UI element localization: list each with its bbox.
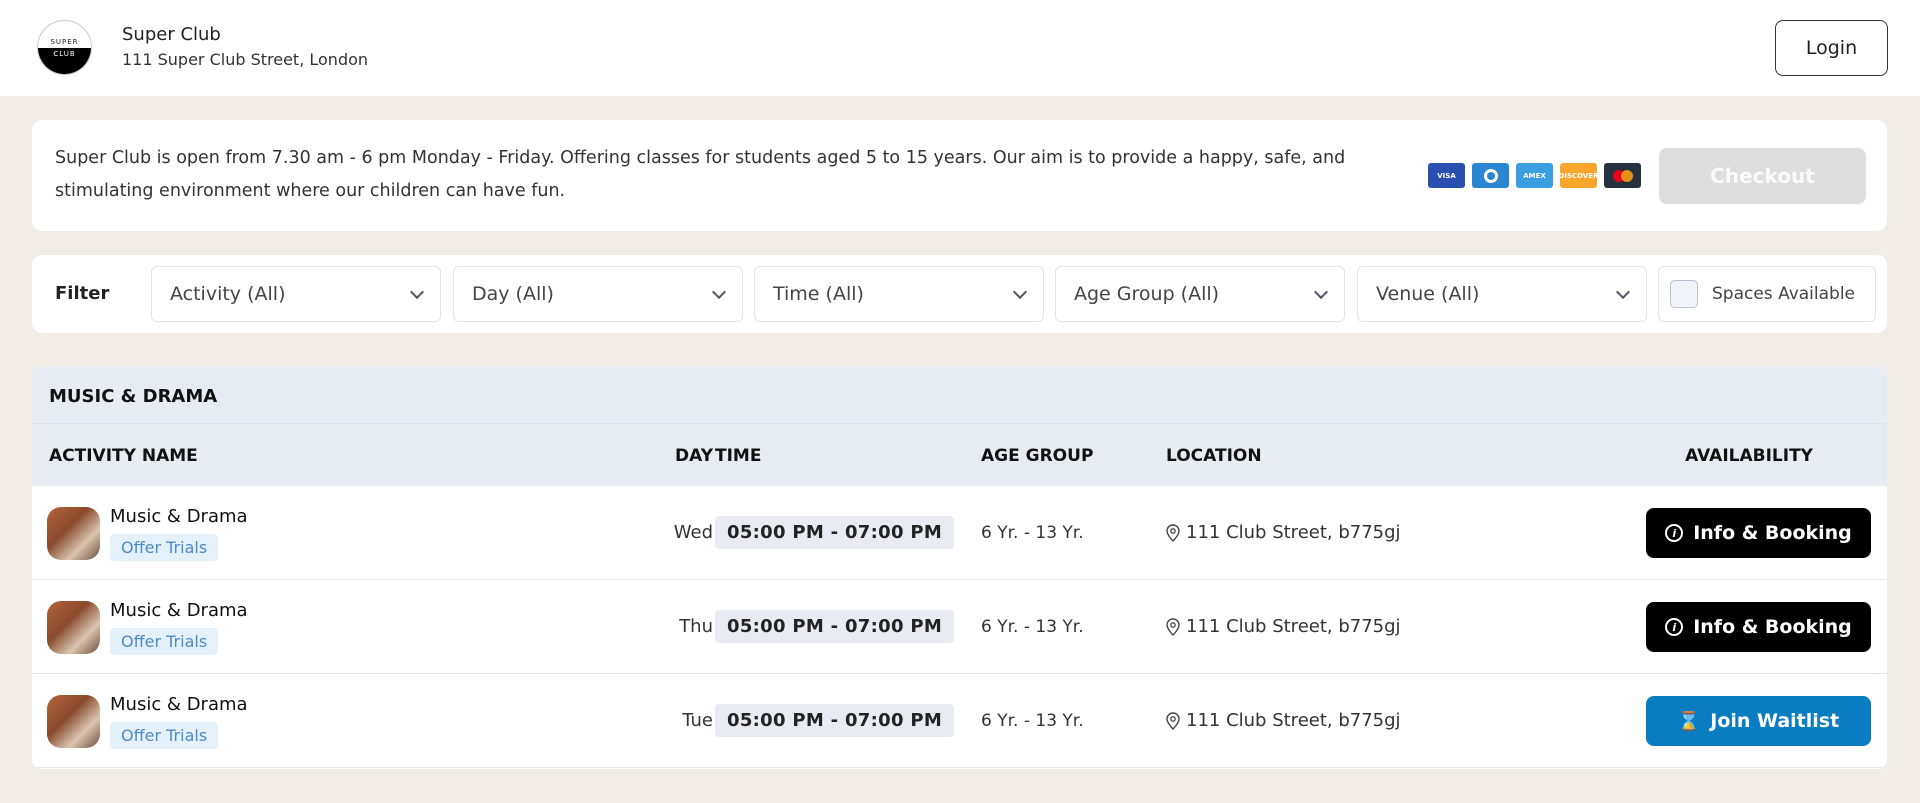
time: 05:00 PM - 07:00 PM [715,516,955,549]
table-header: ACTIVITY NAME DAY TIME AGE GROUP LOCATIO… [32,424,1887,486]
login-button[interactable]: Login [1775,20,1888,76]
checkout-button[interactable]: Checkout [1659,148,1866,204]
location-pin-icon [1166,617,1180,636]
age-group: 6 Yr. - 13 Yr. [981,617,1084,637]
chevron-down-icon [1313,284,1329,300]
chevron-down-icon [1012,284,1028,300]
activity-name: Music & Drama [110,600,248,621]
day: Thu [679,616,713,637]
select-value: Time (All) [773,283,864,305]
chevron-down-icon [409,284,425,300]
button-label: Info & Booking [1693,522,1852,544]
col-location: LOCATION [1166,446,1262,466]
time: 05:00 PM - 07:00 PM [715,704,955,737]
location-pin-icon [1166,711,1180,730]
filter-select[interactable]: Day (All) [453,266,743,322]
club-description: Super Club is open from 7.30 am - 6 pm M… [55,148,1346,201]
club-address: 111 Super Club Street, London [122,50,369,69]
table-row: Music & Drama Offer Trials Thu 05:00 PM … [32,580,1887,674]
offer-trials-badge: Offer Trials [110,628,219,655]
header: SUPER CLUB Super Club 111 Super Club Str… [0,0,1920,96]
activity-thumbnail [47,695,100,748]
location: 111 Club Street, b775gj [1166,710,1401,731]
select-value: Activity (All) [170,283,286,305]
col-availability: AVAILABILITY [1685,446,1813,466]
filter-select[interactable]: Age Group (All) [1055,266,1345,322]
select-value: Day (All) [472,283,554,305]
card-amex-icon: AMEX [1516,163,1553,188]
location: 111 Club Street, b775gj [1166,522,1401,543]
filter-select[interactable]: Time (All) [754,266,1044,322]
location-text: 111 Club Street, b775gj [1186,616,1401,637]
table-row: Music & Drama Offer Trials Tue 05:00 PM … [32,674,1887,768]
time: 05:00 PM - 07:00 PM [715,610,955,643]
card-diners-icon [1472,163,1509,188]
activity-name: Music & Drama [110,694,248,715]
section-title: MUSIC & DRAMA [32,366,1887,424]
filter-select[interactable]: Activity (All) [151,266,441,322]
select-value: Venue (All) [1376,283,1480,305]
hourglass-icon: ⌛ [1677,710,1701,732]
day: Wed [673,522,713,543]
activity-thumbnail [47,601,100,654]
col-age-group: AGE GROUP [981,446,1094,466]
age-group: 6 Yr. - 13 Yr. [981,523,1084,543]
activity-name: Music & Drama [110,506,248,527]
join-waitlist-button[interactable]: ⌛ Join Waitlist [1646,696,1871,746]
payment-cards: VISA AMEX DISCOVER [1428,163,1641,188]
location-pin-icon [1166,523,1180,542]
col-day: DAY [675,446,713,466]
select-value: Age Group (All) [1074,283,1220,305]
spaces-available-checkbox[interactable]: Spaces Available [1658,266,1876,322]
card-mastercard-icon [1604,163,1641,188]
location-text: 111 Club Street, b775gj [1186,710,1401,731]
logo-text: CLUB [53,50,76,58]
age-group: 6 Yr. - 13 Yr. [981,711,1084,731]
logo-text: SUPER [50,38,79,46]
col-time: TIME [715,446,762,466]
info-icon: i [1665,618,1684,636]
filter-label: Filter [55,283,110,304]
day: Tue [682,710,713,731]
info-icon: i [1665,524,1684,542]
activity-thumbnail [47,507,100,560]
card-discover-icon: DISCOVER [1559,163,1598,188]
location-text: 111 Club Street, b775gj [1186,522,1401,543]
info-booking-button[interactable]: i Info & Booking [1646,602,1871,652]
info-card: Super Club is open from 7.30 am - 6 pm M… [32,120,1887,231]
filter-select[interactable]: Venue (All) [1357,266,1647,322]
offer-trials-badge: Offer Trials [110,722,219,749]
spaces-available-label: Spaces Available [1712,284,1856,304]
card-visa-icon: VISA [1428,163,1465,188]
checkbox[interactable] [1670,280,1698,308]
button-label: Join Waitlist [1710,710,1840,732]
chevron-down-icon [1615,284,1631,300]
chevron-down-icon [711,284,727,300]
offer-trials-badge: Offer Trials [110,534,219,561]
location: 111 Club Street, b775gj [1166,616,1401,637]
club-name: Super Club [122,24,221,45]
activities-table: MUSIC & DRAMA ACTIVITY NAME DAY TIME AGE… [32,366,1887,769]
table-row: Music & Drama Offer Trials Wed 05:00 PM … [32,486,1887,580]
button-label: Info & Booking [1693,616,1852,638]
col-activity-name: ACTIVITY NAME [49,446,198,466]
info-booking-button[interactable]: i Info & Booking [1646,508,1871,558]
filter-bar: Filter Activity (All) Day (All) Time (All)… [32,255,1887,333]
club-logo: SUPER CLUB [37,20,92,75]
